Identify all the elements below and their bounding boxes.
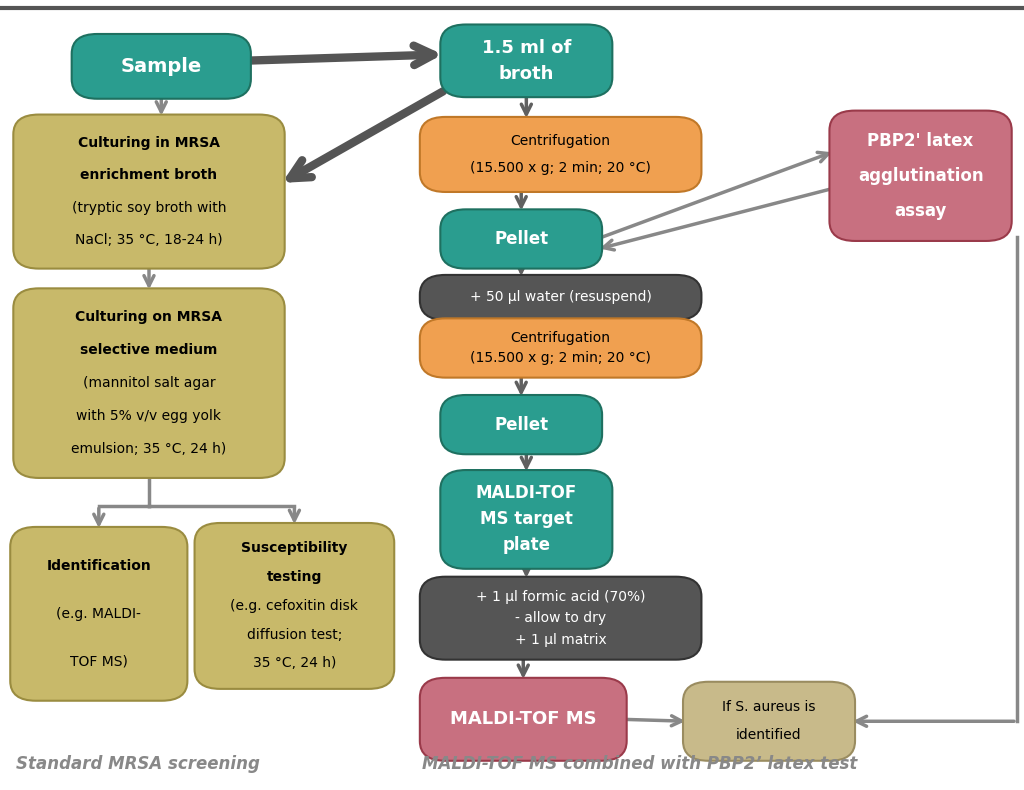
FancyBboxPatch shape (13, 115, 285, 269)
Text: - allow to dry: - allow to dry (515, 611, 606, 625)
Text: with 5% v/v egg yolk: with 5% v/v egg yolk (77, 409, 221, 423)
Text: + 1 µl matrix: + 1 µl matrix (515, 633, 606, 647)
Text: PBP2' latex: PBP2' latex (867, 132, 974, 150)
Text: + 1 µl formic acid (70%): + 1 µl formic acid (70%) (476, 589, 645, 604)
Text: (15.500 x g; 2 min; 20 °C): (15.500 x g; 2 min; 20 °C) (470, 161, 651, 175)
Text: Pellet: Pellet (495, 230, 548, 248)
Text: Identification: Identification (46, 559, 152, 574)
Text: identified: identified (736, 728, 802, 743)
FancyBboxPatch shape (420, 577, 701, 660)
Text: MALDI-TOF: MALDI-TOF (476, 484, 577, 502)
Text: (15.500 x g; 2 min; 20 °C): (15.500 x g; 2 min; 20 °C) (470, 352, 651, 365)
Text: Centrifugation: Centrifugation (511, 331, 610, 344)
Text: 35 °C, 24 h): 35 °C, 24 h) (253, 656, 336, 671)
Text: Sample: Sample (121, 57, 202, 76)
Text: (e.g. MALDI-: (e.g. MALDI- (56, 607, 141, 621)
Text: enrichment broth: enrichment broth (81, 168, 217, 182)
Text: TOF MS): TOF MS) (70, 654, 128, 668)
FancyBboxPatch shape (13, 288, 285, 478)
Text: NaCl; 35 °C, 18-24 h): NaCl; 35 °C, 18-24 h) (75, 233, 223, 247)
Text: (tryptic soy broth with: (tryptic soy broth with (72, 201, 226, 215)
Text: MALDI-TOF MS: MALDI-TOF MS (450, 710, 597, 728)
Text: (e.g. cefoxitin disk: (e.g. cefoxitin disk (230, 599, 358, 613)
Text: MALDI-TOF MS combined with PBP2’ latex test: MALDI-TOF MS combined with PBP2’ latex t… (422, 754, 858, 773)
Text: testing: testing (266, 570, 323, 584)
FancyBboxPatch shape (440, 470, 612, 569)
Text: + 50 µl water (resuspend): + 50 µl water (resuspend) (470, 291, 651, 304)
FancyBboxPatch shape (683, 682, 855, 761)
FancyBboxPatch shape (420, 318, 701, 378)
Text: assay: assay (894, 201, 947, 220)
Text: emulsion; 35 °C, 24 h): emulsion; 35 °C, 24 h) (72, 442, 226, 456)
Text: Pellet: Pellet (495, 416, 548, 434)
FancyBboxPatch shape (10, 527, 187, 701)
Text: If S. aureus is: If S. aureus is (722, 700, 816, 714)
Text: Standard MRSA screening: Standard MRSA screening (16, 754, 260, 773)
Text: plate: plate (503, 536, 550, 555)
Text: agglutination: agglutination (858, 167, 983, 185)
Text: diffusion test;: diffusion test; (247, 628, 342, 641)
FancyBboxPatch shape (420, 275, 701, 320)
Text: Susceptibility: Susceptibility (242, 541, 347, 555)
FancyBboxPatch shape (420, 678, 627, 761)
Text: (mannitol salt agar: (mannitol salt agar (83, 376, 215, 390)
Text: Culturing in MRSA: Culturing in MRSA (78, 136, 220, 150)
Text: Centrifugation: Centrifugation (511, 134, 610, 148)
Text: MS target: MS target (480, 510, 572, 529)
FancyBboxPatch shape (829, 111, 1012, 241)
Text: Culturing on MRSA: Culturing on MRSA (76, 310, 222, 324)
FancyBboxPatch shape (420, 117, 701, 192)
Text: broth: broth (499, 65, 554, 83)
FancyBboxPatch shape (195, 523, 394, 689)
Text: selective medium: selective medium (80, 343, 218, 357)
FancyBboxPatch shape (440, 395, 602, 454)
FancyBboxPatch shape (440, 209, 602, 269)
FancyBboxPatch shape (72, 34, 251, 99)
Text: 1.5 ml of: 1.5 ml of (481, 39, 571, 57)
FancyBboxPatch shape (440, 24, 612, 97)
